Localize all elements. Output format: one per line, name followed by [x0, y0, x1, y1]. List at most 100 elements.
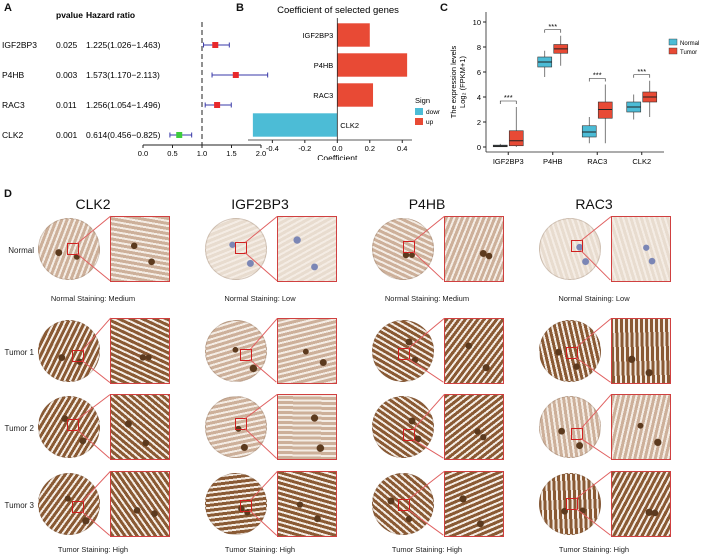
ihc-roi-box: [67, 243, 79, 255]
panel-letter-a: A: [4, 2, 12, 14]
ihc-core-image: [372, 473, 434, 535]
significance-bracket: [588, 78, 606, 82]
forest-gene-label: CLK2: [2, 130, 24, 140]
ihc-roi-box: [403, 241, 415, 253]
box-body: [581, 125, 597, 138]
box-y-label-line2: Log₂ (FPKM+1): [458, 56, 467, 108]
expression-box-plot: 0 2 4 6 8 10 The expression levels Log₂ (FPKM+1…: [449, 12, 699, 166]
ihc-roi-box: [571, 428, 583, 440]
coef-bar: [337, 83, 374, 107]
legend-label: up: [426, 119, 434, 126]
ihc-roi-box: [398, 499, 410, 511]
bar-chart-title: Coefficient of selected genes: [277, 5, 399, 16]
ihc-zoom-image: [611, 471, 671, 537]
ihc-roi-box: [240, 349, 252, 361]
box-y-tick-label: 6: [477, 68, 481, 77]
forest-tick-label: 0.5: [167, 149, 177, 158]
ihc-zoom-image: [444, 394, 504, 460]
ihc-zoom-image: [277, 394, 337, 460]
ihc-zoom-image: [444, 318, 504, 384]
ihc-roi-box: [566, 498, 578, 510]
ihc-zoom-image: [110, 394, 170, 460]
ihc-roi-box: [235, 418, 247, 430]
box-y-label-line1: The expression levels: [449, 45, 458, 118]
box-y-tick-label: 4: [477, 93, 481, 102]
box-legend-label: Normal: [680, 41, 699, 47]
ihc-core-image: [205, 473, 267, 535]
ihc-normal-caption: Normal Staining: Low: [558, 294, 630, 303]
forest-tick-label: 2.0: [256, 149, 266, 158]
ihc-core-image: [205, 218, 267, 280]
ihc-normal-caption: Normal Staining: Medium: [50, 294, 136, 303]
ihc-zoom-image: [611, 394, 671, 460]
bar-x-tick-label: -0.2: [298, 144, 311, 153]
ihc-tumor-caption: Tumor Staining: High: [391, 545, 463, 554]
ihc-roi-box: [72, 501, 84, 513]
ihc-gene-header: RAC3: [575, 196, 613, 212]
ihc-roi-box: [240, 500, 252, 512]
ihc-gene-header: CLK2: [75, 196, 111, 212]
significance-bracket: [499, 100, 517, 104]
legend-label: down: [426, 109, 440, 116]
ihc-core-image: [372, 396, 434, 458]
hazard-ratio-header: Hazard ratio: [86, 10, 135, 20]
bar-x-tick-label: 0.0: [332, 144, 342, 153]
forest-gene-label: P4HB: [2, 70, 25, 80]
ihc-core-image: [38, 218, 100, 280]
ihc-row-label: Normal: [8, 246, 34, 255]
ihc-zoom-image: [611, 216, 671, 282]
forest-hr-text: 1.256(1.054−1.496): [86, 100, 161, 110]
box-legend-label: Tumor: [680, 50, 697, 56]
ihc-normal-caption: Normal Staining: Medium: [384, 294, 470, 303]
ihc-roi-box: [67, 419, 79, 431]
coef-bar-label: IGF2BP3: [302, 31, 333, 40]
ihc-zoom-image: [277, 471, 337, 537]
forest-hr-text: 0.614(0.456−0.825): [86, 130, 161, 140]
ihc-core-image: [372, 320, 434, 382]
forest-point: [232, 72, 239, 78]
significance-label: ***: [504, 93, 513, 102]
forest-hr-text: 1.225(1.026−1.463): [86, 40, 161, 50]
forest-point: [176, 132, 183, 138]
ihc-roi-box: [566, 347, 578, 359]
ihc-zoom-image: [444, 471, 504, 537]
box-body: [508, 130, 524, 147]
panel-letter-b: B: [236, 2, 244, 14]
forest-tick-label: 1.0: [197, 149, 207, 158]
ihc-zoom-image: [110, 216, 170, 282]
coefficient-bar-chart: Coefficient of selected genes IGF2BP3 P4HB…: [248, 5, 440, 160]
ihc-normal-caption: Normal Staining: Low: [224, 294, 296, 303]
box-y-tick-label: 2: [477, 118, 481, 127]
coef-bar-label: P4HB: [314, 61, 334, 70]
box-y-tick-label: 8: [477, 43, 481, 52]
box-y-tick-label: 0: [477, 143, 481, 152]
coef-bar: [337, 53, 408, 77]
forest-pvalue: 0.025: [56, 40, 78, 50]
ihc-zoom-image: [277, 216, 337, 282]
significance-bracket: [633, 74, 651, 78]
significance-label: ***: [548, 22, 557, 31]
coef-bar: [252, 113, 338, 137]
ihc-zoom-image: [611, 318, 671, 384]
ihc-roi-box: [403, 429, 415, 441]
box-body: [597, 101, 613, 119]
box-y-tick-label: 10: [473, 18, 481, 27]
ihc-tumor-caption: Tumor Staining: High: [57, 545, 129, 554]
ihc-zoom-image: [110, 471, 170, 537]
ihc-core-image: [539, 473, 601, 535]
box-legend-swatch: [668, 47, 678, 55]
forest-plot: pvalue Hazard ratio IGF2BP3 0.025 1.225(1.02…: [2, 10, 269, 158]
legend-swatch: [415, 118, 423, 125]
ihc-gene-header: IGF2BP3: [231, 196, 289, 212]
ihc-core-image: [38, 473, 100, 535]
ihc-roi-box: [72, 350, 84, 362]
ihc-roi-box: [235, 242, 247, 254]
pvalue-header: pvalue: [56, 10, 83, 20]
legend-swatch: [415, 108, 423, 115]
ihc-roi-box: [571, 240, 583, 252]
panel-letter-d: D: [4, 188, 12, 200]
ihc-core-image: [539, 396, 601, 458]
ihc-row-label: Tumor 3: [4, 501, 35, 510]
coef-bar: [337, 23, 370, 47]
